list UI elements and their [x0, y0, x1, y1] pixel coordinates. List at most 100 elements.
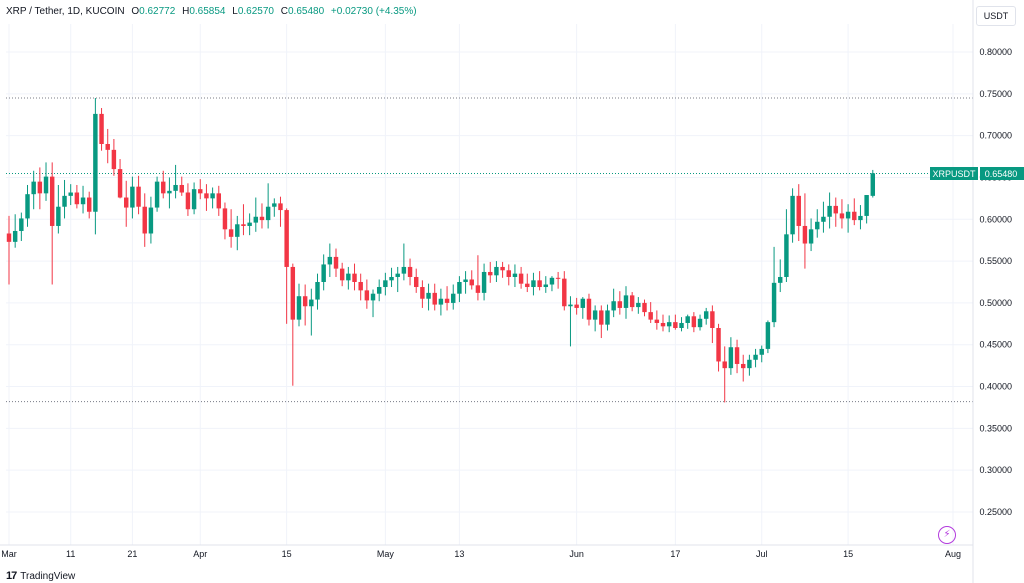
- candle: [154, 176, 160, 212]
- candle: [117, 159, 123, 199]
- candle-body: [833, 205, 838, 214]
- candle-body: [161, 181, 166, 194]
- candle-body: [358, 282, 363, 291]
- candle-body: [259, 216, 265, 221]
- candle: [457, 276, 462, 303]
- candle: [845, 204, 851, 233]
- candle: [259, 203, 265, 229]
- candle-body: [703, 311, 709, 319]
- candle: [666, 315, 672, 333]
- candle: [617, 291, 623, 315]
- symbol-title[interactable]: XRP / Tether, 1D, KUCOIN: [6, 6, 125, 17]
- candle-body: [858, 215, 863, 221]
- candle: [413, 268, 419, 293]
- candle: [290, 263, 296, 386]
- candle: [518, 266, 524, 289]
- candle: [506, 264, 511, 286]
- candle-body: [494, 266, 499, 276]
- candle: [327, 243, 333, 277]
- price-tag-symbol: XRPUSDT: [932, 169, 976, 179]
- price-tick-label: 0.75000: [979, 89, 1012, 99]
- candle-body: [636, 302, 641, 308]
- candle-body: [19, 218, 24, 231]
- candle: [728, 337, 734, 375]
- candle-body: [654, 319, 660, 323]
- candle-body: [43, 176, 49, 194]
- candle-body: [747, 359, 752, 369]
- candle-body: [339, 268, 345, 281]
- candle-body: [623, 295, 629, 308]
- candle: [808, 218, 814, 252]
- low-label: L: [232, 6, 238, 17]
- candle: [210, 187, 215, 209]
- time-axis[interactable]: Mar 11 21 Apr 15 May 13 Jun 17 Jul 15 Aug: [0, 544, 973, 559]
- candle-body: [796, 195, 801, 226]
- candle-body: [228, 229, 234, 237]
- candle-body: [302, 296, 308, 307]
- candle: [25, 184, 30, 227]
- candle: [37, 167, 43, 210]
- candle-body: [407, 266, 413, 277]
- candle: [321, 254, 326, 291]
- candle-body: [469, 279, 474, 286]
- candle-body: [580, 298, 586, 308]
- candle-body: [808, 229, 814, 244]
- candle-body: [586, 298, 592, 320]
- currency-button[interactable]: USDT: [976, 6, 1016, 26]
- candle-body: [25, 194, 30, 219]
- candle-body: [611, 301, 616, 311]
- price-tick-label: 0.25000: [979, 507, 1012, 517]
- candle: [765, 320, 771, 354]
- change-value: +0.02730 (+4.35%): [330, 6, 417, 17]
- price-axis[interactable]: 0.800000.750000.700000.650000.600000.550…: [972, 0, 1012, 583]
- candle: [796, 184, 801, 242]
- candle-body: [117, 169, 123, 198]
- candle: [296, 283, 302, 327]
- candle: [697, 314, 703, 331]
- open-label: O: [131, 6, 140, 17]
- candle: [247, 213, 252, 236]
- candle: [43, 162, 49, 201]
- candle-body: [864, 195, 869, 216]
- candle-body: [599, 310, 604, 325]
- candle-body: [457, 282, 462, 294]
- price-tag-symbol-bg: [930, 167, 978, 180]
- candle-body: [734, 347, 740, 364]
- candle: [500, 261, 505, 278]
- candle: [93, 98, 98, 235]
- candle-body: [80, 197, 86, 205]
- candle: [858, 205, 863, 230]
- time-tick-label: Jul: [756, 549, 768, 559]
- candle: [204, 184, 209, 211]
- candle: [241, 204, 246, 236]
- candle-body: [321, 264, 326, 282]
- candle-body: [451, 293, 456, 303]
- candle-body: [605, 310, 610, 325]
- candle-body: [697, 318, 703, 328]
- candle-body: [753, 354, 758, 360]
- candle-body: [555, 277, 561, 279]
- candle: [821, 201, 826, 233]
- candle-body: [512, 273, 518, 277]
- candle: [12, 214, 18, 248]
- candle: [191, 182, 197, 215]
- time-tick-label: Apr: [193, 549, 207, 559]
- candle: [685, 314, 690, 329]
- candle-body: [778, 276, 783, 283]
- candle: [753, 348, 758, 368]
- candle-body: [660, 322, 666, 327]
- candle-body: [124, 197, 129, 208]
- candle-body: [309, 299, 314, 307]
- candle: [716, 323, 721, 372]
- candle: [198, 179, 203, 200]
- candle: [161, 170, 166, 199]
- tradingview-logo[interactable]: 17 TradingView: [6, 570, 75, 582]
- candle: [142, 193, 147, 247]
- candle-body: [31, 181, 36, 195]
- candle: [488, 261, 493, 283]
- lightning-icon[interactable]: ⚡: [938, 526, 956, 544]
- candle-body: [500, 266, 505, 271]
- time-tick-label: 21: [127, 549, 137, 559]
- price-tag-value-bg: [980, 167, 1024, 180]
